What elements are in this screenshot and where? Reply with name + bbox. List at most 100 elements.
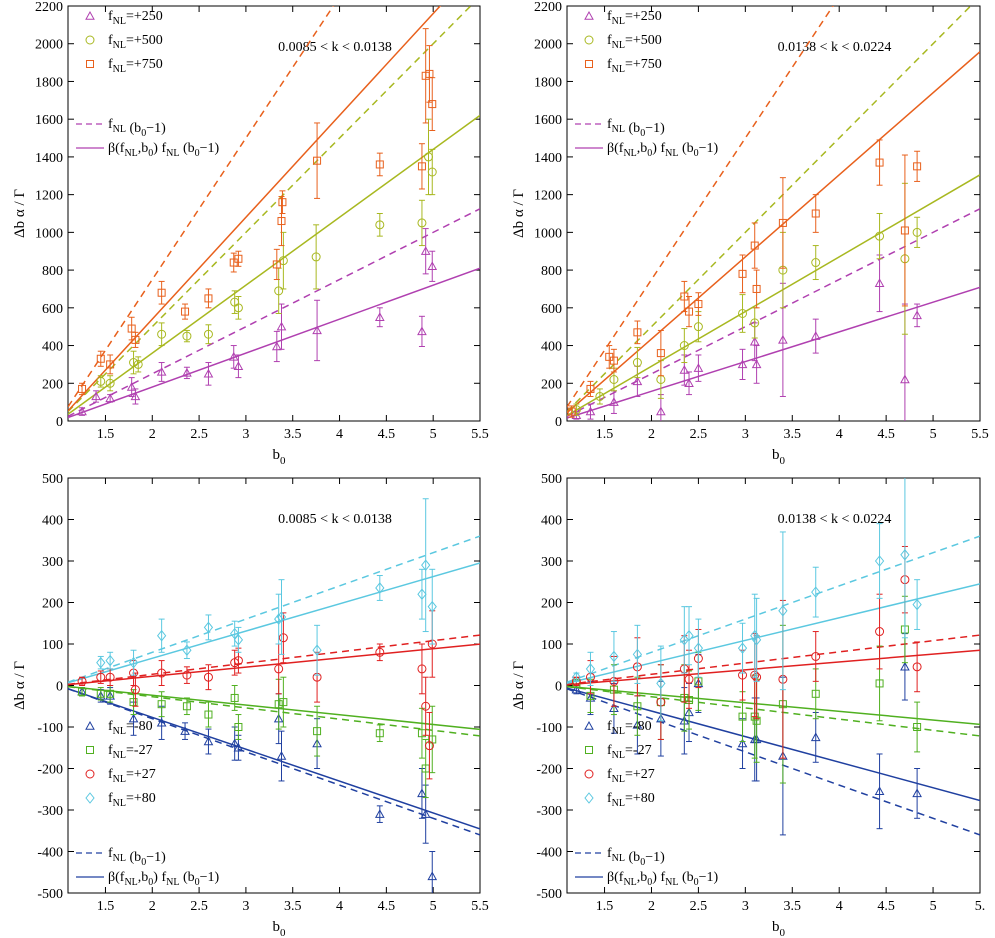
data-point bbox=[427, 261, 438, 271]
data-point bbox=[312, 325, 322, 335]
data-point bbox=[156, 366, 167, 376]
x-tick-label: 5.5 bbox=[971, 427, 989, 442]
data-point bbox=[913, 723, 922, 731]
chart-panel-2: 1.5 2 2.5 3 3.5 4 4.5 5 5.5 0 200 400 600 800 1000 1200… bbox=[511, 0, 989, 467]
dashed-line bbox=[567, 6, 972, 413]
data-point bbox=[106, 689, 115, 698]
data-point bbox=[203, 736, 214, 746]
data-point bbox=[105, 393, 115, 403]
data-point bbox=[157, 329, 167, 339]
data-point bbox=[679, 341, 689, 351]
data-point bbox=[417, 588, 427, 601]
k-range-label: 0.0085 < k < 0.0138 bbox=[278, 40, 392, 55]
data-point bbox=[182, 670, 192, 680]
y-tick-label: 100 bbox=[541, 638, 562, 653]
x-tick-label: 1.5 bbox=[596, 899, 614, 914]
y-tick-label: -200 bbox=[536, 763, 562, 778]
data-point bbox=[417, 788, 427, 798]
y-tick-label: 400 bbox=[42, 340, 63, 355]
y-tick-label: 2000 bbox=[534, 38, 562, 53]
y-tick-label: 400 bbox=[541, 514, 562, 529]
solid-line bbox=[68, 687, 480, 830]
data-point bbox=[230, 627, 240, 640]
y-tick-label: 1600 bbox=[35, 113, 63, 128]
data-point bbox=[312, 644, 322, 657]
data-point bbox=[571, 671, 582, 684]
y-tick-label: 2200 bbox=[35, 0, 63, 15]
data-point bbox=[427, 600, 437, 613]
legend-label: fNL=-80 bbox=[607, 719, 652, 737]
y-tick-label: 600 bbox=[541, 302, 562, 317]
data-point bbox=[571, 405, 581, 415]
x-tick-label: 5 bbox=[430, 899, 437, 914]
data-point bbox=[234, 254, 243, 263]
plot-area bbox=[567, 478, 980, 836]
y-tick-label: 300 bbox=[42, 555, 63, 570]
x-tick-label: 2.5 bbox=[690, 899, 708, 914]
x-tick-label: 3.5 bbox=[284, 427, 302, 442]
data-point bbox=[105, 378, 115, 388]
data-point bbox=[106, 360, 115, 369]
data-point bbox=[375, 647, 385, 657]
data-point bbox=[693, 642, 704, 654]
legend-label: fNL=+250 bbox=[108, 9, 163, 27]
data-point bbox=[751, 634, 762, 646]
data-point bbox=[811, 689, 820, 698]
y-tick-label: 800 bbox=[42, 264, 63, 279]
k-range-label: 0.0138 < k < 0.0224 bbox=[778, 40, 892, 55]
data-point bbox=[374, 312, 385, 321]
y-axis-label: Δb α / Γ bbox=[12, 189, 28, 238]
data-point bbox=[595, 391, 605, 401]
data-point bbox=[738, 712, 747, 721]
solid-line bbox=[567, 286, 980, 419]
y-tick-label: 1000 bbox=[35, 226, 63, 241]
data-point bbox=[694, 300, 703, 309]
data-point bbox=[609, 375, 619, 384]
legend-label: fNL=+750 bbox=[607, 57, 662, 75]
x-tick-label: 3 bbox=[742, 427, 749, 442]
data-point bbox=[96, 672, 106, 682]
y-tick-label: 1200 bbox=[35, 189, 63, 204]
data-point bbox=[96, 376, 106, 386]
data-point bbox=[632, 648, 643, 661]
plot-frame bbox=[67, 477, 481, 894]
y-tick-label: 800 bbox=[541, 264, 562, 279]
legend-marker bbox=[86, 60, 94, 68]
data-point bbox=[656, 349, 665, 358]
plot-area bbox=[567, 6, 980, 421]
dashed-line bbox=[567, 208, 980, 417]
data-point bbox=[156, 629, 167, 642]
data-point bbox=[417, 218, 427, 228]
x-tick-label: 5 bbox=[930, 427, 937, 442]
data-point bbox=[234, 723, 243, 731]
data-point bbox=[182, 331, 192, 341]
data-point bbox=[233, 361, 244, 370]
data-point bbox=[126, 382, 137, 391]
data-point bbox=[912, 788, 922, 798]
data-point bbox=[313, 727, 322, 736]
y-tick-label: 100 bbox=[42, 638, 63, 653]
data-point bbox=[609, 356, 618, 365]
legend: fNL=+250 fNL=+500 fNL=+750 fNL (b0−1) β(fNL,… bbox=[575, 9, 719, 159]
data-point bbox=[585, 406, 596, 416]
legend-marker bbox=[85, 769, 95, 779]
data-point bbox=[912, 662, 922, 672]
data-point bbox=[912, 598, 922, 611]
data-point bbox=[130, 685, 140, 695]
x-axis-label: b0 bbox=[772, 919, 786, 938]
x-tick-label: 4 bbox=[836, 427, 843, 442]
data-point bbox=[271, 341, 282, 351]
dashed-line bbox=[68, 688, 480, 836]
plot-area bbox=[68, 498, 480, 893]
data-point bbox=[420, 809, 431, 818]
k-range-label: 0.0138 < k < 0.0224 bbox=[778, 512, 892, 527]
data-point bbox=[279, 698, 288, 707]
legend: fNL=-80 fNL=-27 fNL=+27 fNL=+80 fNL (b0−1) β(… bbox=[575, 719, 719, 888]
y-tick-label: 500 bbox=[42, 472, 63, 487]
legend-line-label: β(fNL,b0) fNL (b0−1) bbox=[607, 141, 719, 159]
x-axis-label: b0 bbox=[273, 447, 287, 467]
legend-line-label: fNL (b0−1) bbox=[607, 846, 665, 868]
y-tick-label: -100 bbox=[536, 721, 562, 736]
data-point bbox=[203, 368, 214, 378]
dashed-line bbox=[567, 688, 980, 836]
